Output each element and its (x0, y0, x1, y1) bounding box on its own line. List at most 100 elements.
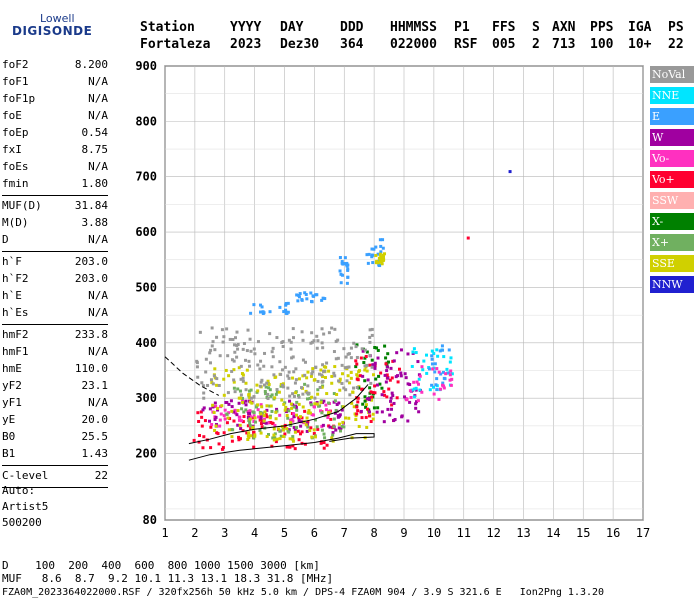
echo-point (414, 400, 418, 404)
echo-point (345, 263, 349, 267)
echo-point (381, 253, 385, 257)
echo-point (356, 374, 360, 378)
echo-point (377, 263, 381, 267)
echo-point (325, 361, 329, 365)
trace-dashed (164, 356, 220, 396)
echo-point (259, 359, 263, 363)
echo-point (241, 429, 245, 433)
echo-point (210, 423, 214, 427)
echo-point (355, 362, 359, 366)
legend-nnw: NNW (650, 276, 694, 293)
echo-point (251, 425, 255, 429)
param-row: foF1 N/A (2, 75, 108, 92)
param-key: h`E (2, 289, 22, 302)
echo-point (231, 428, 235, 432)
echo-point (308, 396, 312, 400)
echo-point (370, 247, 374, 251)
echo-point (213, 348, 217, 352)
echo-point (363, 395, 367, 399)
echo-point (199, 410, 203, 414)
echo-point (355, 412, 359, 416)
header-label-2: DAY (280, 20, 304, 35)
echo-point (424, 353, 428, 357)
echo-point (252, 347, 256, 351)
echo-point (292, 394, 296, 398)
echo-point (256, 389, 260, 393)
echo-point (414, 402, 418, 406)
x-tick-label: 9 (400, 526, 407, 540)
echo-point (231, 338, 235, 342)
y-tick-label: 80 (143, 513, 157, 527)
echo-point (259, 303, 263, 307)
echo-point (289, 423, 293, 427)
echo-point (278, 429, 282, 433)
echo-point (442, 355, 446, 359)
param-key: hmE (2, 362, 22, 375)
echo-point (303, 373, 307, 377)
echo-point (373, 384, 377, 388)
echo-point (236, 387, 240, 391)
echo-point (282, 402, 286, 406)
param-row: yE 20.0 (2, 413, 108, 430)
echo-point (247, 359, 251, 363)
echo-point (340, 261, 344, 265)
echo-point (274, 440, 278, 444)
header-label-7: S (532, 20, 540, 35)
echo-point (340, 372, 344, 376)
echo-point (301, 405, 305, 409)
echo-point (363, 364, 367, 368)
echo-point (307, 409, 311, 413)
echo-point (248, 396, 252, 400)
echo-point (247, 392, 251, 396)
echo-point (252, 430, 256, 434)
echo-point (249, 388, 253, 392)
echo-point (369, 390, 373, 394)
echo-point (437, 370, 441, 374)
echo-point (390, 407, 394, 411)
echo-point (335, 403, 339, 407)
echo-point (274, 417, 278, 421)
echo-point (214, 415, 218, 419)
echo-point (333, 365, 337, 369)
echo-point (354, 365, 358, 369)
echo-point (412, 395, 416, 399)
echo-point (466, 236, 470, 240)
echo-point (252, 436, 256, 440)
echo-point (442, 376, 446, 380)
echo-point (318, 404, 322, 408)
echo-point (259, 416, 263, 420)
param-key: h`F (2, 255, 22, 268)
echo-point (225, 421, 229, 425)
param-row: h`F2 203.0 (2, 272, 108, 289)
echo-point (385, 365, 389, 369)
echo-point (334, 428, 338, 432)
echo-point (384, 362, 388, 366)
echo-point (448, 373, 452, 377)
echo-point (375, 383, 379, 387)
echo-point (441, 381, 445, 385)
header-value-2: Dez30 (280, 37, 320, 52)
echo-point (275, 407, 279, 411)
param-key: foEs (2, 160, 29, 173)
legend-vo-: Vo- (650, 150, 694, 167)
echo-point (380, 410, 384, 414)
echo-point (310, 300, 314, 304)
echo-point (248, 424, 252, 428)
echo-point (372, 406, 376, 410)
echo-point (266, 397, 270, 401)
echo-point (448, 378, 452, 382)
echo-point (240, 396, 244, 400)
echo-point (303, 382, 307, 386)
echo-point (399, 371, 403, 375)
echo-point (211, 382, 215, 386)
echo-point (225, 327, 229, 331)
echo-point (319, 409, 323, 413)
echo-point (266, 421, 270, 425)
echo-point (269, 394, 273, 398)
echo-point (248, 364, 252, 368)
echo-point (287, 338, 291, 342)
echo-point (323, 436, 327, 440)
param-separator (2, 487, 108, 488)
echo-point (292, 336, 296, 340)
param-row: MUF(D) 31.84 (2, 199, 108, 216)
